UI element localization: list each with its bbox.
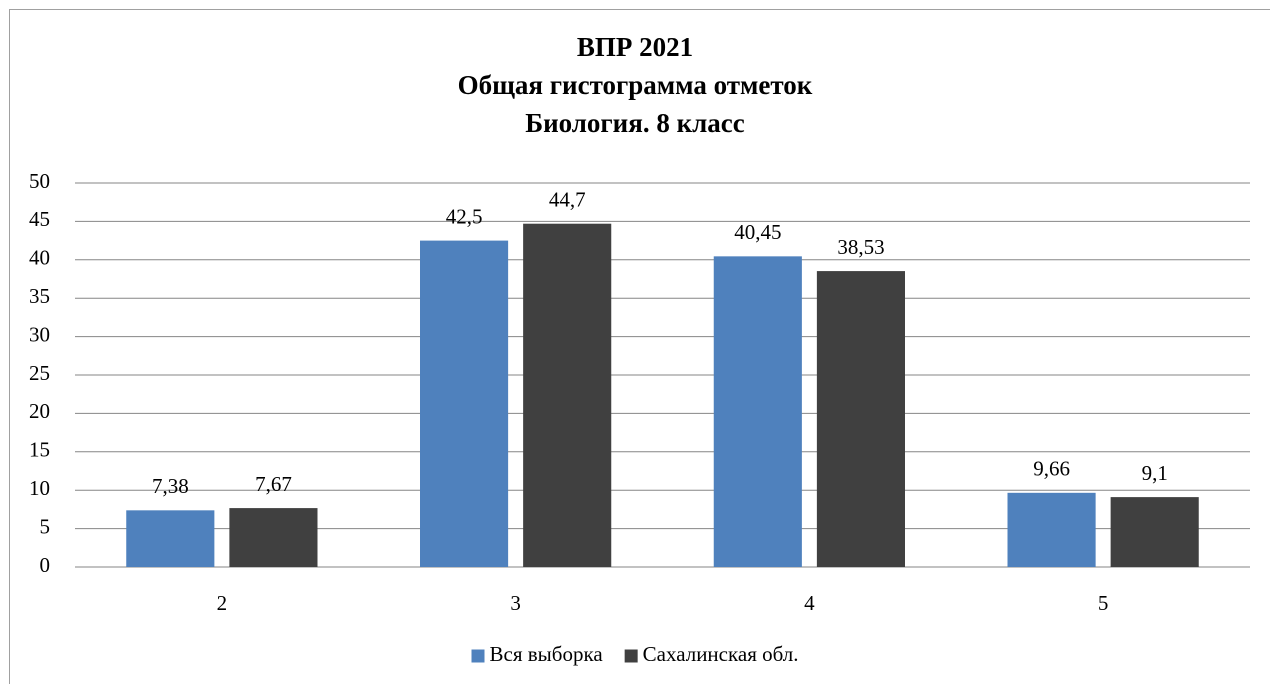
chart-title: Общая гистограмма отметок	[458, 70, 813, 100]
x-tick-label: 5	[1098, 591, 1109, 615]
bar	[1007, 492, 1096, 567]
value-label: 38,53	[837, 235, 884, 259]
chart-title: Биология. 8 класс	[525, 108, 745, 138]
legend-label: Сахалинская обл.	[643, 642, 799, 666]
x-tick-label: 4	[804, 591, 815, 615]
x-tick-label: 3	[510, 591, 521, 615]
value-label: 7,67	[255, 472, 292, 496]
y-tick-label: 25	[29, 361, 50, 385]
bar	[713, 256, 802, 567]
value-label: 9,66	[1033, 457, 1070, 481]
y-tick-label: 20	[29, 399, 50, 423]
bar	[523, 223, 612, 568]
value-label: 44,7	[549, 188, 586, 212]
bar	[229, 508, 318, 567]
y-tick-label: 5	[40, 514, 51, 538]
y-tick-label: 0	[40, 553, 51, 577]
value-label: 42,5	[446, 204, 483, 228]
y-tick-label: 45	[29, 207, 50, 231]
bar	[420, 240, 509, 567]
y-tick-label: 40	[29, 246, 50, 270]
y-tick-label: 10	[29, 476, 50, 500]
x-tick-label: 2	[217, 591, 228, 615]
bar	[816, 271, 905, 567]
legend-swatch	[471, 649, 485, 663]
chart-title: ВПР 2021	[577, 32, 693, 62]
value-label: 7,38	[152, 474, 189, 498]
value-label: 40,45	[734, 220, 781, 244]
y-tick-label: 15	[29, 438, 50, 462]
y-tick-label: 35	[29, 284, 50, 308]
y-tick-label: 30	[29, 322, 50, 346]
chart-frame	[9, 9, 1270, 684]
bar	[1110, 497, 1199, 567]
bar	[126, 510, 215, 567]
y-tick-label: 50	[29, 169, 50, 193]
legend-label: Вся выборка	[490, 642, 604, 666]
legend-swatch	[624, 649, 638, 663]
value-label: 9,1	[1142, 461, 1168, 485]
